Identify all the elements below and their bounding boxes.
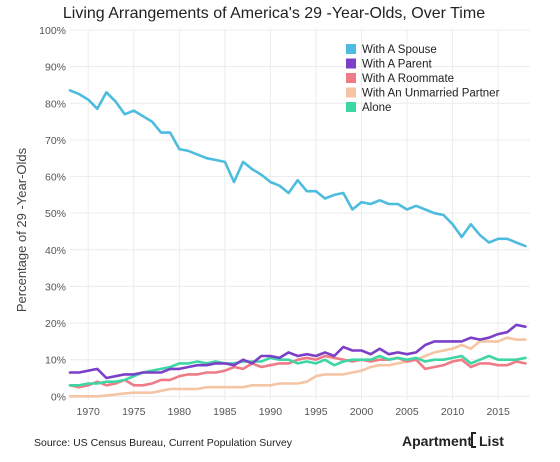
x-tick-label: 2000 bbox=[350, 406, 374, 418]
y-tick-label: 0% bbox=[51, 391, 66, 403]
y-tick-label: 20% bbox=[45, 318, 66, 330]
y-tick-label: 50% bbox=[45, 208, 66, 220]
series-line-with-a-roommate bbox=[68, 354, 527, 389]
x-tick-labels: 1970 1975 1980 1985 1990 1995 2000 2005 2010 2015 bbox=[77, 406, 510, 418]
logo-text-right: List bbox=[479, 433, 504, 449]
x-tick-label: 1980 bbox=[168, 406, 192, 418]
y-axis-label: Percentage of 29 -Year-Olds bbox=[14, 147, 29, 312]
y-tick-label: 60% bbox=[45, 172, 66, 184]
legend-swatch bbox=[346, 87, 356, 98]
legend-swatch bbox=[346, 73, 356, 83]
x-tick-label: 2015 bbox=[486, 406, 510, 418]
chart-title: Living Arrangements of America's 29 -Yea… bbox=[63, 5, 485, 22]
bracket-icon bbox=[471, 432, 476, 448]
legend-label: With A Spouse bbox=[362, 44, 437, 56]
legend-swatch bbox=[346, 102, 356, 112]
legend-label: Alone bbox=[362, 102, 391, 114]
y-tick-label: 10% bbox=[45, 355, 66, 367]
legend: With A Spouse With A Parent With A Roommat… bbox=[346, 44, 500, 114]
legend-label: With An Unmarried Partner bbox=[362, 88, 500, 100]
x-tick-label: 2010 bbox=[441, 406, 465, 418]
legend-label: With A Parent bbox=[362, 59, 432, 71]
series-line-with-a-parent bbox=[68, 323, 527, 380]
brand-logo: Apartment List bbox=[402, 432, 504, 449]
y-tick-label: 100% bbox=[39, 25, 66, 37]
logo-text-left: Apartment bbox=[402, 433, 472, 449]
grid-layer bbox=[70, 29, 530, 400]
y-tick-label: 90% bbox=[45, 62, 66, 74]
x-tick-label: 1990 bbox=[259, 406, 283, 418]
legend-label: With A Roommate bbox=[362, 73, 454, 85]
y-tick-label: 40% bbox=[45, 245, 66, 257]
x-tick-label: 1975 bbox=[122, 406, 146, 418]
y-tick-label: 80% bbox=[45, 98, 66, 110]
legend-swatch bbox=[346, 44, 356, 54]
series-line-with-an-unmarried-partner bbox=[68, 336, 527, 398]
x-tick-label: 1995 bbox=[304, 406, 328, 418]
x-tick-label: 2005 bbox=[395, 406, 419, 418]
legend-swatch bbox=[346, 58, 356, 69]
y-tick-label: 30% bbox=[45, 281, 66, 293]
source-note: Source: US Census Bureau, Current Popula… bbox=[34, 437, 293, 449]
x-tick-label: 1970 bbox=[77, 406, 101, 418]
series-line-with-a-spouse bbox=[68, 89, 527, 248]
y-tick-label: 70% bbox=[45, 135, 66, 147]
series-layer bbox=[68, 89, 527, 398]
y-tick-labels: 0% 10% 20% 30% 40% 50% 60% 70% 80% 90% 100% bbox=[39, 25, 66, 403]
x-tick-label: 1985 bbox=[213, 406, 237, 418]
